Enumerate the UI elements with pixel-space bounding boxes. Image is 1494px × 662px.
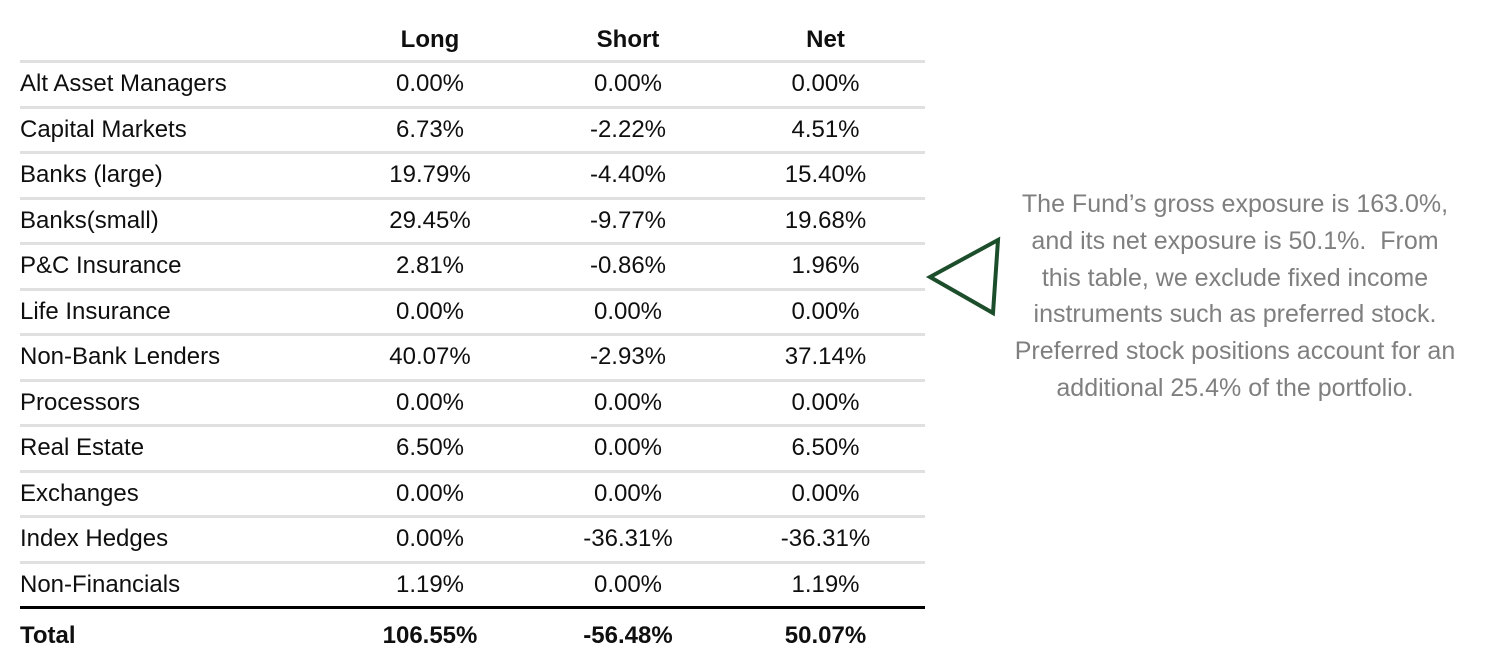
short-value: -4.40% xyxy=(530,152,726,200)
long-value: 0.00% xyxy=(330,516,530,564)
short-value: 0.00% xyxy=(530,61,726,109)
header-net: Net xyxy=(726,14,925,63)
long-value: 29.45% xyxy=(330,198,530,245)
left-arrow-icon xyxy=(925,236,1001,317)
row-label: Alt Asset Managers xyxy=(20,61,330,109)
net-value: 4.51% xyxy=(726,107,925,154)
callout-text-line: this table, we exclude fixed income xyxy=(1041,263,1429,292)
row-label: Banks (large) xyxy=(20,152,330,200)
row-label: Real Estate xyxy=(20,425,330,473)
table-row-non-financials: Non-Financials 1.19% 0.00% 1.19% xyxy=(20,562,925,609)
row-label: Non-Bank Lenders xyxy=(20,334,330,382)
callout-text: The Fund’s gross exposure is 163.0%, and… xyxy=(1000,186,1470,407)
long-value: 0.00% xyxy=(330,471,530,518)
row-label: Non-Financials xyxy=(20,562,330,609)
table-row-real-estate: Real Estate 6.50% 0.00% 6.50% xyxy=(20,425,925,473)
net-value: 1.19% xyxy=(726,562,925,609)
table-row-processors: Processors 0.00% 0.00% 0.00% xyxy=(20,380,925,427)
short-value: -0.86% xyxy=(530,243,726,291)
short-value: -2.93% xyxy=(530,334,726,382)
long-value: 19.79% xyxy=(330,152,530,200)
row-label: Banks(small) xyxy=(20,198,330,245)
net-value: 6.50% xyxy=(726,425,925,473)
row-label: Index Hedges xyxy=(20,516,330,564)
header-short: Short xyxy=(530,14,726,63)
header-long: Long xyxy=(330,14,530,63)
table-row-total: Total 106.55% -56.48% 50.07% xyxy=(20,608,925,662)
net-value: 19.68% xyxy=(726,198,925,245)
table-row-exchanges: Exchanges 0.00% 0.00% 0.00% xyxy=(20,471,925,518)
header-sector-blank xyxy=(20,14,330,63)
total-label: Total xyxy=(20,622,76,650)
callout-text-line: The Fund’s gross exposure is 163.0%, xyxy=(1021,190,1449,218)
table-row-alt-asset-managers: Alt Asset Managers 0.00% 0.00% 0.00% xyxy=(20,61,925,109)
left-arrow-triangle-outline xyxy=(925,236,1001,317)
net-value: 0.00% xyxy=(726,61,925,109)
net-value: 1.96% xyxy=(726,243,925,291)
long-value: 6.50% xyxy=(330,425,530,473)
short-value: 0.00% xyxy=(530,425,726,473)
short-value: 0.00% xyxy=(530,289,726,336)
table-row-capital-markets: Capital Markets 6.73% -2.22% 4.51% xyxy=(20,107,925,154)
row-label: P&C Insurance xyxy=(20,243,330,291)
net-value: 0.00% xyxy=(726,289,925,336)
row-label: Processors xyxy=(20,380,330,427)
long-value: 40.07% xyxy=(330,334,530,382)
short-value: -36.31% xyxy=(530,516,726,564)
table-row-banks-large: Banks (large) 19.79% -4.40% 15.40% xyxy=(20,152,925,200)
net-value: 37.14% xyxy=(726,334,925,382)
net-value: 0.00% xyxy=(726,380,925,427)
long-value: 0.00% xyxy=(330,61,530,109)
exposure-table-container: Long Short Net Alt Asset Managers 0.00% … xyxy=(20,14,925,662)
long-value: 2.81% xyxy=(330,243,530,291)
short-value: 0.00% xyxy=(530,562,726,609)
short-value: 0.00% xyxy=(530,380,726,427)
table-row-life-insurance: Life Insurance 0.00% 0.00% 0.00% xyxy=(20,289,925,336)
row-label: Exchanges xyxy=(20,471,330,518)
callout-text-line: and its net exposure is 50.1%. From xyxy=(1031,226,1439,255)
net-value: 0.00% xyxy=(726,471,925,518)
callout-text-line: instruments such as preferred stock. xyxy=(1033,300,1437,329)
row-label: Life Insurance xyxy=(20,289,330,336)
table-header-row: Long Short Net xyxy=(20,14,925,63)
net-value: 15.40% xyxy=(726,152,925,200)
callout-text-line: Preferred stock positions account for an xyxy=(1014,337,1456,366)
short-value: -9.77% xyxy=(530,198,726,245)
table-row-non-bank-lenders: Non-Bank Lenders 40.07% -2.93% 37.14% xyxy=(20,334,925,382)
table-row-pc-insurance: P&C Insurance 2.81% -0.86% 1.96% xyxy=(20,243,925,291)
table-row-index-hedges: Index Hedges 0.00% -36.31% -36.31% xyxy=(20,516,925,564)
row-label: Capital Markets xyxy=(20,107,330,154)
long-value: 0.00% xyxy=(330,380,530,427)
short-value: -2.22% xyxy=(530,107,726,154)
total-long-value: 106.55% xyxy=(382,622,478,650)
total-short-value: -56.48% xyxy=(583,622,673,650)
short-value: 0.00% xyxy=(530,471,726,518)
total-net-value: 50.07% xyxy=(784,622,867,650)
long-value: 6.73% xyxy=(330,107,530,154)
long-value: 0.00% xyxy=(330,289,530,336)
long-value: 1.19% xyxy=(330,562,530,609)
callout-text-line: additional 25.4% of the portfolio. xyxy=(1056,373,1414,402)
sector-exposure-table: Long Short Net Alt Asset Managers 0.00% … xyxy=(20,14,925,662)
net-value: -36.31% xyxy=(726,516,925,564)
table-row-banks-small: Banks(small) 29.45% -9.77% 19.68% xyxy=(20,198,925,245)
